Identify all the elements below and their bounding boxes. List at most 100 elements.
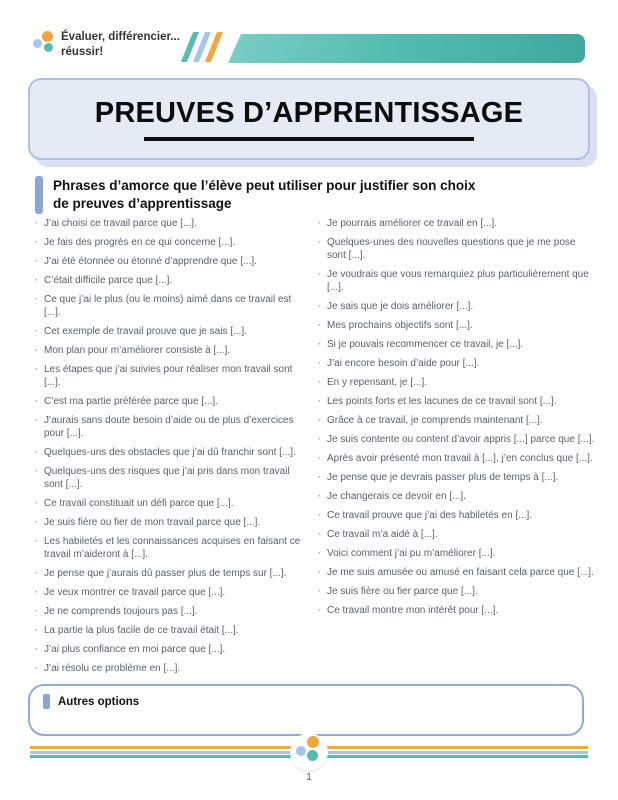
phrase-text: Je pourrais améliorer ce travail en [...… xyxy=(327,218,498,229)
phrase-text: Ce travail montre mon intérêt pour [...]… xyxy=(327,605,499,616)
list-item: · J’ai choisi ce travail parce que [...]. xyxy=(35,217,307,230)
bullet-icon: · xyxy=(318,358,322,369)
phrase-text: Je fais des progrès en ce qui concerne [… xyxy=(44,237,236,248)
other-options-box: Autres options xyxy=(28,684,584,736)
list-item: · Ce que j’ai le plus (ou le moins) aimé … xyxy=(35,293,307,319)
phrase-text: Mes prochains objectifs sont [...]. xyxy=(327,320,473,331)
phrase-text: Je ne comprends toujours pas [...]. xyxy=(44,606,198,617)
phrase-text: J’aurais sans doute besoin d’aide ou de … xyxy=(44,415,294,439)
phrase-list-right: · Je pourrais améliorer ce travail en [..… xyxy=(318,217,596,681)
phrase-text: Quelques-uns des obstacles que j’ai dû f… xyxy=(44,447,296,458)
orange-dot-icon xyxy=(42,31,53,42)
phrase-list-left: · J’ai choisi ce travail parce que [...].… xyxy=(35,217,307,681)
phrase-text: Ce travail m’a aidé à [...]. xyxy=(327,529,438,540)
logo-text: Évaluer, différencier... réussir! xyxy=(61,30,180,60)
logo-line2: réussir! xyxy=(61,45,104,58)
bullet-icon: · xyxy=(318,567,322,578)
phrase-text: Les points forts et les lacunes de ce tr… xyxy=(327,396,557,407)
bullet-icon: · xyxy=(35,256,39,267)
bullet-icon: · xyxy=(35,396,39,407)
teal-dot-icon xyxy=(307,750,318,761)
subtitle-text: Phrases d’amorce que l’élève peut utilis… xyxy=(53,177,475,214)
phrase-text: Quelques-unes des nouvelles questions qu… xyxy=(327,237,576,261)
list-item: · Après avoir présenté mon travail à [...… xyxy=(318,452,596,465)
phrase-text: Je me suis amusée ou amusé en faisant ce… xyxy=(327,567,594,578)
other-options-label-row: Autres options xyxy=(43,694,582,709)
header-teal-banner xyxy=(228,34,585,63)
phrase-text: Je veux montrer ce travail parce que [..… xyxy=(44,587,226,598)
list-item: · Quelques-unes des nouvelles questions q… xyxy=(318,236,596,262)
list-item: · Voici comment j’ai pu m’améliorer [...]… xyxy=(318,547,596,560)
logo-dots-icon xyxy=(33,30,55,54)
phrase-text: Je pense que j’aurais dû passer plus de … xyxy=(44,568,287,579)
list-item: · J’ai été étonnée ou étonné d’apprendre … xyxy=(35,255,307,268)
bullet-icon: · xyxy=(35,275,39,286)
list-item: · Mon plan pour m’améliorer consiste à [.… xyxy=(35,344,307,357)
phrase-text: Mon plan pour m’améliorer consiste à [..… xyxy=(44,345,231,356)
list-item: · Les étapes que j’ai suivies pour réalis… xyxy=(35,363,307,389)
bullet-icon: · xyxy=(35,294,39,305)
list-item: · Je suis contente ou content d’avoir app… xyxy=(318,433,596,446)
phrase-text: J’ai plus confiance en moi parce que [..… xyxy=(44,644,226,655)
phrase-text: Je suis contente ou content d’avoir appr… xyxy=(327,434,595,445)
subtitle-section: Phrases d’amorce que l’élève peut utilis… xyxy=(35,176,475,214)
title-underline xyxy=(144,137,474,141)
bullet-icon: · xyxy=(35,498,39,509)
list-item: · Je ne comprends toujours pas [...]. xyxy=(35,605,307,618)
list-item: · Je voudrais que vous remarquiez plus pa… xyxy=(318,268,596,294)
phrase-text: Grâce à ce travail, je comprends mainten… xyxy=(327,415,543,426)
bullet-icon: · xyxy=(318,605,322,616)
phrase-text: Quelques-uns des risques que j’ai pris d… xyxy=(44,466,290,490)
footer-dots-badge-icon xyxy=(290,733,328,771)
list-item: · Ce travail constituait un défi parce qu… xyxy=(35,497,307,510)
teal-dot-icon xyxy=(44,43,53,52)
list-item: · Ce travail montre mon intérêt pour [...… xyxy=(318,604,596,617)
list-item: · Quelques-uns des risques que j’ai pris … xyxy=(35,465,307,491)
list-item: · Je me suis amusée ou amusé en faisant c… xyxy=(318,566,596,579)
phrase-text: Je pense que je devrais passer plus de t… xyxy=(327,472,559,483)
phrase-text: Je suis fière ou fier de mon travail par… xyxy=(44,517,261,528)
bullet-icon: · xyxy=(35,237,39,248)
bullet-icon: · xyxy=(35,345,39,356)
phrase-text: Voici comment j’ai pu m’améliorer [...]. xyxy=(327,548,496,559)
bullet-icon: · xyxy=(35,517,39,528)
list-item: · Je sais que je dois améliorer [...]. xyxy=(318,300,596,313)
bullet-icon: · xyxy=(318,377,322,388)
list-item: · Je changerais ce devoir en [...]. xyxy=(318,490,596,503)
bullet-icon: · xyxy=(318,415,322,426)
bullet-icon: · xyxy=(318,434,322,445)
list-item: · C’était difficile parce que [...]. xyxy=(35,274,307,287)
bullet-icon: · xyxy=(318,453,322,464)
phrase-text: Ce travail constituait un défi parce que… xyxy=(44,498,234,509)
bullet-icon: · xyxy=(35,364,39,375)
bullet-icon: · xyxy=(318,269,322,280)
list-item: · Ce travail prouve que j’ai des habileté… xyxy=(318,509,596,522)
bullet-icon: · xyxy=(318,529,322,540)
page-title: PREUVES D’APPRENTISSAGE xyxy=(94,97,524,130)
bullet-icon: · xyxy=(35,415,39,426)
phrase-text: Ce que j’ai le plus (ou le moins) aimé d… xyxy=(44,294,292,318)
diagonal-slashes-icon xyxy=(180,32,224,62)
list-item: · J’aurais sans doute besoin d’aide ou de… xyxy=(35,414,307,440)
phrase-columns: · J’ai choisi ce travail parce que [...].… xyxy=(35,217,596,681)
phrase-text: Cet exemple de travail prouve que je sai… xyxy=(44,326,247,337)
list-item: · J’ai plus confiance en moi parce que [.… xyxy=(35,643,307,656)
phrase-text: J’ai résolu ce problème en [...]. xyxy=(44,663,181,674)
list-item: · Les points forts et les lacunes de ce t… xyxy=(318,395,596,408)
list-item: · Je fais des progrès en ce qui concerne … xyxy=(35,236,307,249)
list-item: · Les habiletés et les connaissances acqu… xyxy=(35,535,307,561)
phrase-text: Je voudrais que vous remarquiez plus par… xyxy=(327,269,589,293)
list-item: · Je pourrais améliorer ce travail en [..… xyxy=(318,217,596,230)
phrase-text: En y repensant, je [...]. xyxy=(327,377,428,388)
other-options-accent-bar xyxy=(43,694,50,709)
list-item: · J’ai encore besoin d’aide pour [...]. xyxy=(318,357,596,370)
bullet-icon: · xyxy=(318,320,322,331)
phrase-text: La partie la plus facile de ce travail é… xyxy=(44,625,239,636)
list-item: · Mes prochains objectifs sont [...]. xyxy=(318,319,596,332)
subtitle-line1: Phrases d’amorce que l’élève peut utilis… xyxy=(53,178,476,193)
bullet-icon: · xyxy=(318,510,322,521)
phrase-text: C’était difficile parce que [...]. xyxy=(44,275,173,286)
blue-dot-icon xyxy=(296,746,306,756)
list-item: · J’ai résolu ce problème en [...]. xyxy=(35,662,307,675)
